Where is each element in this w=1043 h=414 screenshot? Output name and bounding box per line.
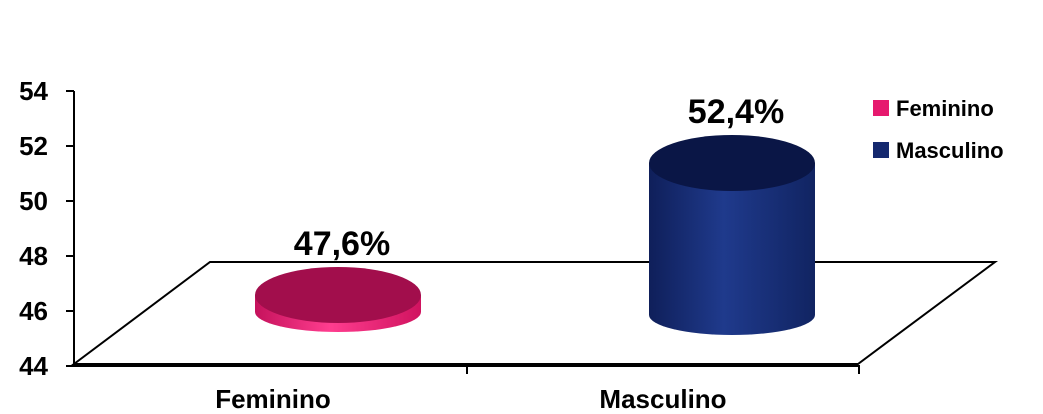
data-label: 47,6% [294,225,390,263]
legend-label-feminino: Feminino [896,96,994,121]
category-label: Feminino [215,384,331,414]
legend-swatch-masculino [873,142,889,158]
y-tick-label: 46 [19,296,48,326]
legend-swatch-feminino [873,100,889,116]
y-tick-label: 48 [19,241,48,271]
bar-masculino: 52,4% [649,93,815,335]
y-tick-label: 44 [19,351,48,381]
y-tick-label: 52 [19,131,48,161]
bar-body [649,163,815,335]
category-label: Masculino [599,384,726,414]
bar-feminino: 47,6% [255,225,421,332]
data-label: 52,4% [688,93,784,131]
y-tick-label: 50 [19,186,48,216]
legend-label-masculino: Masculino [896,138,1004,163]
bar-top-cap [255,267,421,323]
bar-top-cap [649,135,815,191]
chart-floor [71,261,999,365]
legend: Feminino Masculino [873,96,1004,163]
y-tick-label: 54 [19,76,48,106]
